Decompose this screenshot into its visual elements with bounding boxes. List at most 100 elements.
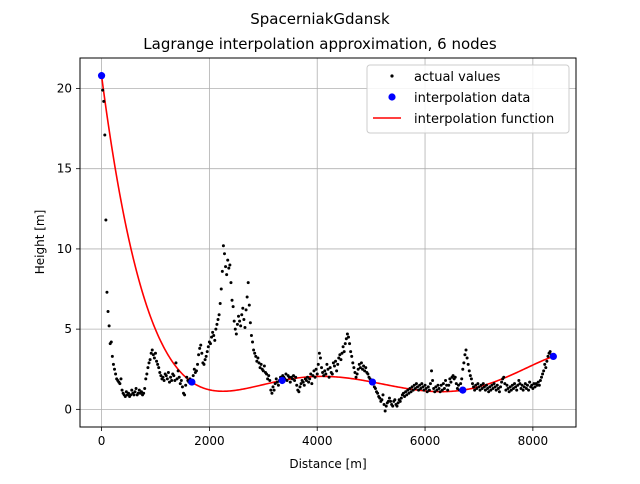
actual-value-point (332, 364, 336, 368)
actual-value-point (528, 380, 532, 384)
actual-value-point (538, 378, 542, 382)
actual-value-point (473, 388, 477, 392)
x-tick-label: 8000 (518, 434, 549, 448)
actual-value-point (218, 301, 222, 305)
actual-value-point (298, 385, 302, 389)
actual-value-point (502, 375, 506, 379)
actual-value-point (204, 354, 208, 358)
actual-value-point (536, 380, 540, 384)
actual-value-point (174, 361, 178, 365)
actual-value-point (424, 386, 428, 390)
actual-value-point (362, 364, 366, 368)
actual-value-point (539, 375, 543, 379)
actual-value-point (150, 348, 154, 352)
actual-value-point (378, 396, 382, 400)
actual-value-point (311, 374, 315, 378)
legend-marker-actual-values (390, 74, 394, 78)
actual-value-point (508, 385, 512, 389)
actual-value-point (309, 372, 313, 376)
actual-value-point (537, 383, 541, 387)
actual-value-point (225, 273, 229, 277)
actual-value-point (331, 361, 335, 365)
actual-value-point (110, 354, 114, 358)
actual-value-point (136, 391, 140, 395)
legend-label-interpolation-function: interpolation function (414, 112, 554, 127)
actual-value-point (120, 388, 124, 392)
actual-value-point (272, 388, 276, 392)
actual-value-point (419, 386, 423, 390)
actual-value-point (109, 340, 113, 344)
actual-value-point (410, 385, 414, 389)
actual-value-point (145, 372, 149, 376)
actual-value-point (143, 386, 147, 390)
actual-value-point (321, 370, 325, 374)
actual-value-point (412, 383, 416, 387)
actual-value-point (395, 404, 399, 408)
actual-value-point (148, 358, 152, 362)
actual-value-point (224, 265, 228, 269)
actual-value-point (533, 385, 537, 389)
actual-value-point (506, 386, 510, 390)
actual-value-point (271, 385, 275, 389)
actual-value-point (336, 362, 340, 366)
actual-value-point (113, 367, 117, 371)
actual-value-point (481, 382, 485, 386)
actual-value-point (423, 383, 427, 387)
interpolation-data-point (97, 72, 106, 80)
actual-value-point (433, 390, 437, 394)
actual-value-point (456, 383, 460, 387)
actual-value-point (200, 351, 204, 355)
actual-value-point (414, 382, 418, 386)
actual-value-point (132, 393, 136, 397)
actual-value-point (241, 306, 245, 310)
x-axis-ticks: 0 2000 4000 6000 8000 (98, 427, 548, 448)
actual-value-point (505, 383, 509, 387)
actual-value-point (492, 382, 496, 386)
actual-value-point (548, 350, 552, 354)
actual-value-point (172, 374, 176, 378)
actual-value-point (191, 374, 195, 378)
actual-value-point (401, 391, 405, 395)
actual-value-point (462, 361, 466, 365)
actual-value-point (152, 356, 156, 360)
actual-value-point (482, 385, 486, 389)
actual-value-point (139, 390, 143, 394)
actual-value-point (212, 334, 216, 338)
actual-value-point (393, 398, 397, 402)
actual-value-point (459, 382, 463, 386)
actual-value-point (514, 385, 518, 389)
actual-value-point (335, 369, 339, 373)
actual-value-point (179, 378, 183, 382)
actual-value-point (345, 332, 349, 336)
actual-value-point (287, 375, 291, 379)
chart-subtitle: Lagrange interpolation approximation, 6 … (143, 35, 497, 53)
actual-value-point (342, 350, 346, 354)
actual-value-point (149, 351, 153, 355)
actual-value-point (464, 348, 468, 352)
actual-value-point (205, 350, 209, 354)
chart-title: SpacerniakGdansk (250, 10, 390, 28)
actual-value-point (142, 391, 146, 395)
actual-value-point (208, 342, 212, 346)
actual-value-point (334, 359, 338, 363)
x-axis-label: Distance [m] (289, 457, 366, 471)
actual-value-point (227, 266, 231, 270)
actual-value-point (257, 361, 261, 365)
actual-value-point (244, 308, 248, 312)
actual-value-point (130, 388, 134, 392)
actual-value-point (421, 385, 425, 389)
actual-value-point (543, 362, 547, 366)
actual-value-point (472, 385, 476, 389)
actual-value-point (522, 385, 526, 389)
actual-value-point (290, 377, 294, 381)
x-tick-label: 2000 (194, 434, 225, 448)
actual-value-point (325, 362, 329, 366)
actual-value-point (320, 366, 324, 370)
actual-value-point (288, 380, 292, 384)
actual-value-point (426, 385, 430, 389)
actual-value-point (183, 393, 187, 397)
actual-value-point (251, 340, 255, 344)
actual-value-point (291, 374, 295, 378)
actual-value-point (214, 327, 218, 331)
